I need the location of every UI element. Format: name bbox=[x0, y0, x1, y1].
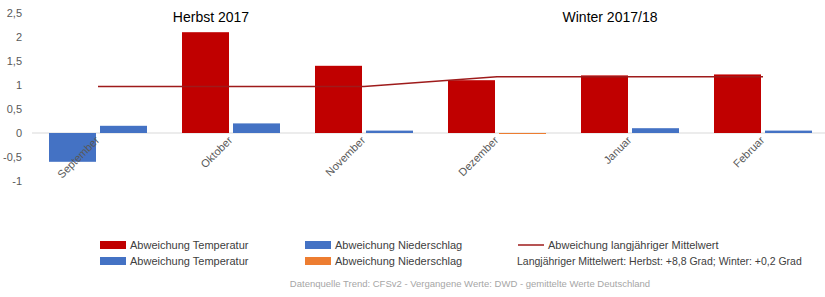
x-tick-label: Dezember bbox=[456, 134, 501, 179]
y-tick-label: 2,5 bbox=[7, 7, 22, 19]
marks bbox=[49, 32, 812, 162]
note: Langjähriger Mittelwert: Herbst: +8,8 Gr… bbox=[517, 255, 802, 267]
y-tick-label: 0 bbox=[16, 127, 22, 139]
bar bbox=[366, 131, 413, 133]
bar bbox=[100, 126, 147, 133]
y-tick bbox=[26, 61, 28, 62]
bar bbox=[632, 128, 679, 133]
bar bbox=[315, 66, 362, 133]
y-tick-label: 0,5 bbox=[7, 103, 22, 115]
y-tick bbox=[26, 133, 28, 134]
bar bbox=[448, 80, 495, 133]
legend-swatch bbox=[100, 257, 126, 265]
y-tick bbox=[26, 109, 28, 110]
bar bbox=[499, 133, 546, 134]
period-label: Herbst 2017 bbox=[173, 9, 249, 25]
chart: -1 -0,5 0 0,5 1 1,5 2 2,5 September Oktober Novemb… bbox=[0, 0, 825, 297]
y-tick-label: -0,5 bbox=[3, 151, 22, 163]
x-tick-label: September bbox=[55, 134, 102, 181]
x-tick-label: Januar bbox=[601, 134, 634, 167]
y-tick bbox=[26, 37, 28, 38]
y-tick-label: -1 bbox=[12, 175, 22, 187]
legend-label: Abweichung Niederschlag bbox=[335, 255, 462, 267]
y-axis: -1 -0,5 0 0,5 1 1,5 2 2,5 bbox=[3, 7, 28, 187]
legend-swatch bbox=[100, 241, 126, 249]
x-axis: September Oktober November Dezember Januar Fe… bbox=[55, 134, 767, 181]
bar bbox=[182, 32, 229, 133]
y-tick bbox=[26, 13, 28, 14]
legend-label: Abweichung Temperatur bbox=[130, 239, 249, 251]
source: Datenquelle Trend: CFSv2 - Vergangene We… bbox=[290, 278, 650, 289]
x-tick-label: Februar bbox=[731, 134, 767, 170]
x-tick-label: November bbox=[323, 134, 368, 179]
legend-swatch bbox=[305, 241, 331, 249]
legend-label: Abweichung Temperatur bbox=[130, 255, 249, 267]
x-tick-label: Oktober bbox=[198, 134, 234, 170]
y-tick bbox=[26, 85, 28, 86]
bar bbox=[765, 131, 812, 133]
mean-line bbox=[98, 77, 763, 87]
period-label: Winter 2017/18 bbox=[563, 9, 658, 25]
bar bbox=[581, 75, 628, 133]
zero-line bbox=[32, 133, 825, 134]
legend-label: Abweichung langjähriger Mittelwert bbox=[548, 239, 719, 251]
y-tick-label: 2 bbox=[16, 31, 22, 43]
bar bbox=[233, 123, 280, 133]
y-tick-label: 1 bbox=[16, 79, 22, 91]
legend-swatch bbox=[518, 244, 544, 246]
bar bbox=[714, 74, 761, 133]
legend-label: Abweichung Niederschlag bbox=[335, 239, 462, 251]
y-tick bbox=[26, 157, 28, 158]
y-tick bbox=[26, 181, 28, 182]
y-tick-label: 1,5 bbox=[7, 55, 22, 67]
legend-swatch bbox=[305, 257, 331, 265]
